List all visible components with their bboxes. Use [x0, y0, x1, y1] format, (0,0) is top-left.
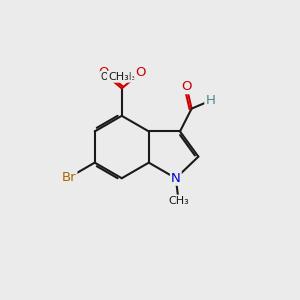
Text: Br: Br	[62, 171, 76, 184]
Text: O: O	[181, 80, 192, 93]
Text: CH₃: CH₃	[108, 72, 129, 82]
Text: O: O	[135, 66, 146, 79]
Text: O: O	[98, 66, 108, 79]
Text: CH₃: CH₃	[168, 196, 189, 206]
Text: N: N	[171, 172, 181, 185]
Text: H: H	[205, 94, 215, 107]
Text: O: O	[135, 66, 146, 79]
Text: O—CH₃: O—CH₃	[100, 72, 136, 82]
